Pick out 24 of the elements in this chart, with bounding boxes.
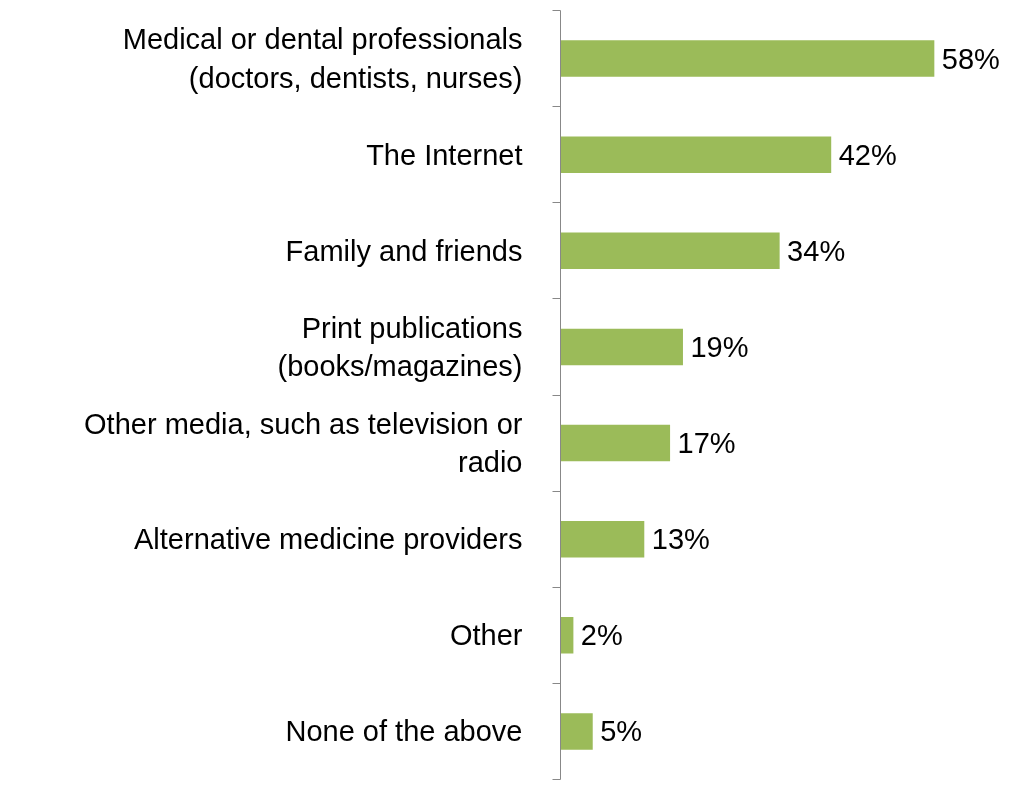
y-tick-label: Medical or dental professionals (doctors, dentists, nurses)	[122, 23, 523, 94]
bar	[560, 232, 780, 270]
bar	[560, 713, 593, 750]
y-tick-label: Print publications (books/magazines)	[277, 311, 523, 383]
data-label: 17%	[677, 427, 736, 460]
data-label: 42%	[838, 138, 897, 171]
data-label: 19%	[690, 330, 749, 363]
y-tick-label: None of the above	[285, 715, 523, 748]
data-label: 5%	[600, 715, 643, 748]
bar	[560, 617, 574, 654]
bar	[560, 328, 683, 366]
data-label: 34%	[787, 234, 846, 267]
bar	[560, 136, 832, 173]
y-tick-label: Other	[449, 619, 523, 652]
data-label: 13%	[651, 523, 710, 556]
y-tick-label: Alternative medicine providers	[134, 523, 523, 556]
y-tick-label: Other media, such as television or radio	[84, 407, 523, 479]
data-label: 58%	[941, 42, 1000, 75]
bar	[560, 40, 935, 77]
bar	[560, 520, 645, 558]
y-tick-label: The Internet	[366, 138, 523, 171]
y-tick-label: Family and friends	[285, 234, 523, 267]
bar	[560, 424, 671, 462]
data-label: 2%	[580, 619, 623, 652]
